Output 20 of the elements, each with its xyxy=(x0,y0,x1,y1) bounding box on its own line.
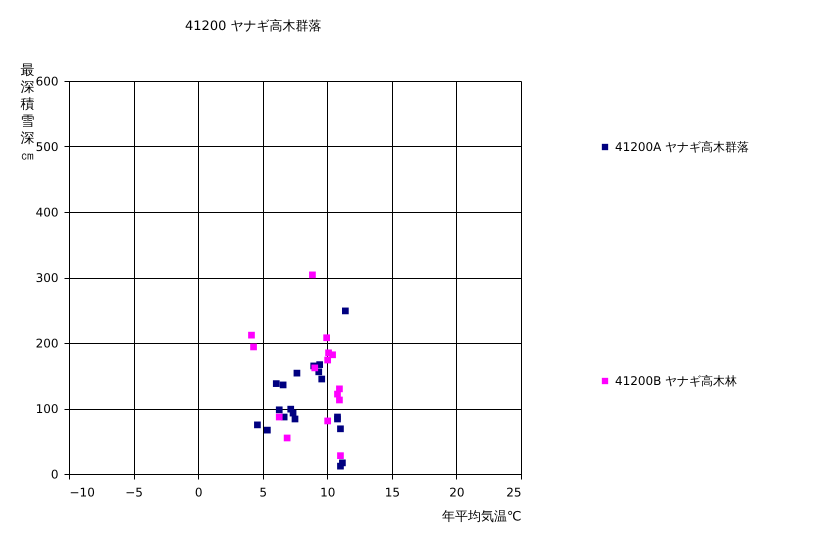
y-tick-label: 200 xyxy=(36,336,58,350)
x-tick-label: 15 xyxy=(384,486,400,500)
chart-title: 41200 ヤナギ高木群落 xyxy=(185,18,322,34)
y-tick-label: 0 xyxy=(50,468,58,482)
y-tick-label: 500 xyxy=(36,140,58,154)
x-tick-label: 25 xyxy=(506,486,522,500)
legend-label: 41200B ヤナギ高木林 xyxy=(615,374,738,388)
y-tick-label: 400 xyxy=(36,206,58,220)
x-tick-label: −5 xyxy=(125,486,143,500)
x-tick-label: −10 xyxy=(70,486,95,500)
y-tick-label: 600 xyxy=(36,74,58,88)
x-tick-label: 10 xyxy=(320,486,336,500)
x-axis-title: 年平均気温℃ xyxy=(442,510,522,524)
x-tick-label: 0 xyxy=(194,486,202,500)
x-tick-label: 5 xyxy=(259,486,268,500)
y-tick-label: 300 xyxy=(36,271,58,285)
x-tick-label: 20 xyxy=(449,486,465,500)
y-axis-title: 最深積雪深㎝ xyxy=(20,62,34,164)
y-tick-label: 100 xyxy=(36,402,58,416)
legend-label: 41200A ヤナギ高木群落 xyxy=(615,140,750,154)
